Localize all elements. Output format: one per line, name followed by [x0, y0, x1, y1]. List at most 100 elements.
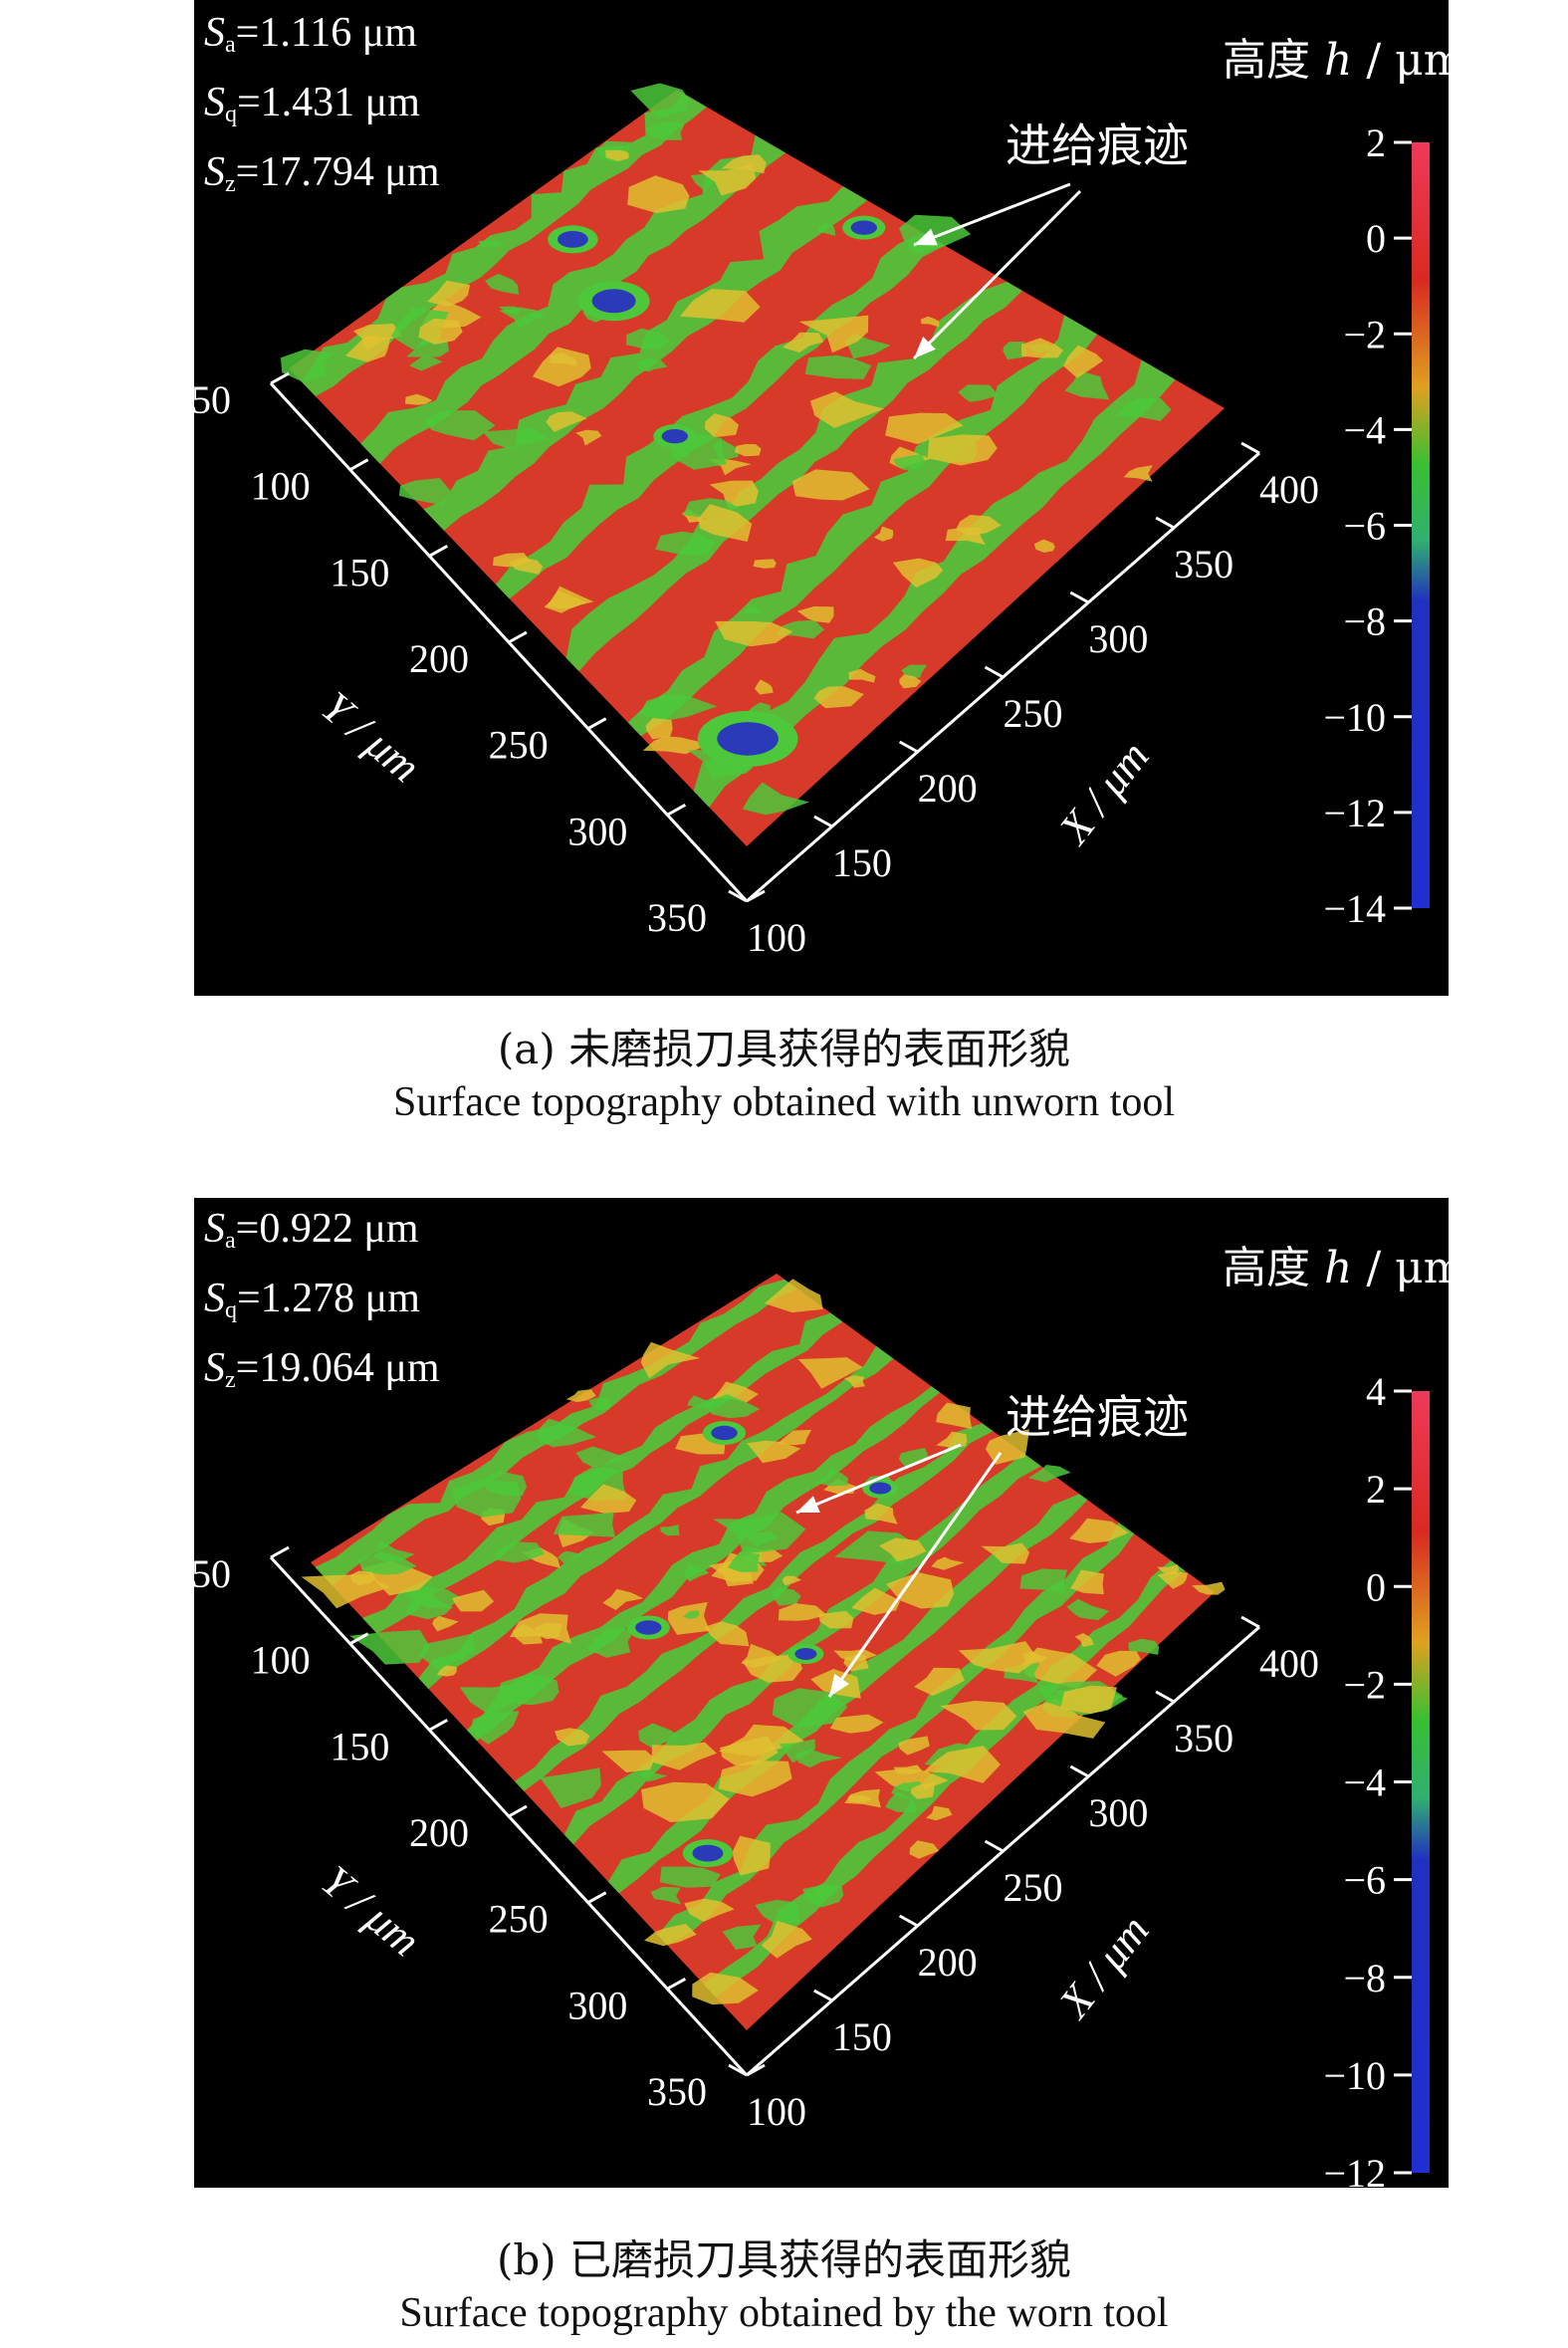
surface-patch	[955, 515, 1002, 537]
surface-patch	[627, 175, 690, 214]
surface-patch	[851, 1587, 901, 1615]
surface-patch	[575, 429, 602, 446]
surface-plot-a: 50 100 150 200 250 300 350 100 150 200 250 300 350 40…	[191, 83, 1430, 960]
surface-pit	[635, 1620, 662, 1635]
surface-patch	[626, 328, 671, 350]
surface-patch	[886, 1572, 955, 1609]
surface-patch	[910, 1781, 935, 1799]
y-tick-mark	[270, 371, 290, 385]
annotation-arrows	[912, 182, 1082, 360]
surface-patch	[553, 1512, 616, 1537]
surface-patch	[704, 1621, 750, 1647]
surface-patch	[920, 316, 940, 328]
x-tick-mark	[728, 889, 748, 903]
x-axis-label: X / μm	[1048, 732, 1159, 853]
surface-patch	[1033, 539, 1055, 553]
surface-patch	[698, 504, 753, 542]
surface-pit	[794, 1648, 817, 1660]
surface-patch	[687, 1395, 715, 1410]
colorbar-tick-label: −2	[1343, 312, 1386, 356]
surface-patch	[651, 1742, 717, 1770]
roughness-stats: Sa=0.922 μm Sq=1.278 μm Sz=19.064 μm	[204, 1200, 440, 1409]
surface-patch	[482, 427, 550, 449]
colorbar-tick-label: 2	[1366, 1467, 1386, 1512]
surface-patch	[605, 149, 629, 161]
surface-patch	[936, 1431, 968, 1448]
y-tick-label: 150	[330, 1724, 389, 1768]
annotation-arrow	[795, 1443, 962, 1515]
y-tick-mark	[666, 804, 687, 817]
stat-sq: Sq=1.278 μm	[204, 1276, 420, 1323]
surface-patch	[727, 1551, 761, 1572]
surface-patch	[783, 332, 824, 353]
surface-patch	[958, 384, 999, 402]
x-tick-mark	[898, 1914, 919, 1928]
surface-patch	[540, 1767, 601, 1808]
x-tick-label: 250	[1004, 691, 1063, 736]
y-tick-label: 250	[489, 1897, 549, 1942]
surface-patch	[478, 240, 505, 248]
surface-patch	[565, 1389, 596, 1403]
y-tick-mark	[428, 545, 449, 558]
annotation-arrowhead	[829, 1673, 850, 1697]
surface-patch	[783, 1575, 802, 1586]
surface-patch	[494, 1541, 545, 1563]
surface-patch	[1069, 1518, 1129, 1543]
x-tick-label: 250	[1004, 1865, 1063, 1910]
surface-patch	[644, 1924, 697, 1947]
surface-patch	[713, 1512, 806, 1554]
colorbar-tick-label: −10	[1323, 2053, 1386, 2098]
surface-patch	[742, 782, 809, 816]
colorbar-tick-label: −4	[1343, 407, 1386, 452]
figure-panel-a: 50 100 150 200 250 300 350 100 150 200 250 300 350 40…	[191, 0, 1449, 1125]
surface-patch	[833, 1649, 877, 1662]
surface-patch	[1063, 345, 1103, 378]
y-tick-mark	[746, 2063, 766, 2077]
surface-patch	[936, 1402, 973, 1430]
x-tick-mark	[728, 2063, 748, 2077]
colorbar: 2 0 −2 −4 −6 −8 −10 −12 −14	[1323, 120, 1430, 931]
surface-patch	[796, 606, 834, 623]
feed-mark-stripe	[565, 281, 1022, 672]
surface-patch	[1022, 1647, 1098, 1689]
surface-patch	[722, 1924, 762, 1950]
surface-patch	[1060, 1685, 1117, 1715]
surface-patch	[927, 434, 998, 466]
feed-mark-stripe	[418, 1345, 894, 1690]
caption-en: Surface topography obtained by the worn …	[399, 2290, 1169, 2336]
feed-mark-stripe	[423, 186, 868, 531]
surface-patch	[848, 668, 876, 683]
colorbar-tick-label: 4	[1366, 1369, 1386, 1414]
surface-patch	[1074, 1633, 1095, 1648]
surface-patch	[742, 1654, 802, 1683]
surface-patch	[885, 412, 964, 445]
annotation-arrowhead	[796, 1496, 820, 1513]
surface-patch	[1157, 1570, 1189, 1589]
surface-patch	[555, 1728, 590, 1747]
y-axis-label: Y / μm	[313, 1856, 430, 1966]
surface-patch	[814, 1467, 848, 1487]
surface-patch	[709, 480, 759, 509]
colorbar-tick-label: −4	[1343, 1761, 1386, 1805]
y-tick-label: 50	[191, 377, 231, 422]
surface-patch	[715, 620, 793, 647]
caption-en: Surface topography obtained with unworn …	[393, 1079, 1175, 1125]
surface-patch	[809, 391, 885, 428]
feed-mark-stripe	[693, 359, 1176, 808]
surface-patch	[706, 1394, 761, 1419]
surface-patch	[986, 1429, 1029, 1465]
surface-patch	[659, 1866, 721, 1888]
annotation-arrow	[913, 182, 1071, 247]
colorbar-tick-label: −12	[1323, 2151, 1386, 2196]
surface-patch	[909, 1840, 940, 1859]
surface-patch	[357, 1551, 417, 1575]
surface-patch	[349, 1570, 376, 1586]
surface-patch	[755, 1899, 800, 1925]
surface-patch	[585, 1628, 635, 1658]
y-tick-mark	[348, 1632, 369, 1645]
colorbar-tick-label: −6	[1343, 504, 1386, 549]
surface-patch	[923, 1746, 1001, 1783]
surface-patch	[405, 1591, 453, 1620]
surface-base	[289, 90, 1225, 846]
surface-patch	[1096, 1650, 1141, 1677]
